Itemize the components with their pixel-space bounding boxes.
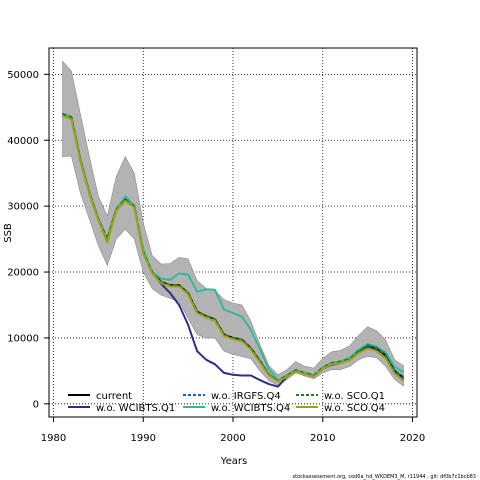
- confidence-band: [62, 60, 404, 387]
- legend-label: w.o. WCIBTS.Q1: [96, 403, 175, 414]
- axes: 1980 1990 2000 2010 2020 0 10000 20000 30000 4000…: [7, 70, 425, 444]
- y-axis-title: SSB: [3, 223, 14, 243]
- legend-label: w.o. SCO.Q4: [324, 403, 385, 414]
- confidence-band-area: [62, 60, 404, 387]
- x-axis-title: Years: [220, 456, 247, 467]
- x-tick-label: 2020: [400, 433, 425, 444]
- y-tick-label: 10000: [7, 333, 39, 344]
- x-tick-label: 2000: [220, 433, 245, 444]
- footer-text: stockassessment.org, cod6a_hd_WKDEM3_M, …: [293, 474, 476, 480]
- series-line: [62, 112, 405, 382]
- y-tick-label: 30000: [7, 202, 39, 213]
- legend-label: current: [96, 391, 132, 402]
- legend-label: w.o. WCIBTS.Q4: [211, 403, 290, 414]
- series-line: [62, 114, 405, 383]
- legend-label: w.o. IRGFS.Q4: [211, 391, 281, 402]
- x-tick-label: 1990: [131, 433, 156, 444]
- x-tick-label: 2010: [310, 433, 335, 444]
- y-tick-label: 50000: [7, 70, 39, 81]
- y-tick-label: 0: [33, 399, 39, 410]
- legend-label: w.o. SCO.Q1: [324, 391, 385, 402]
- y-tick-label: 20000: [7, 268, 39, 279]
- x-tick-label: 1980: [41, 433, 66, 444]
- y-tick-label: 40000: [7, 136, 39, 147]
- series-lines: [62, 112, 405, 388]
